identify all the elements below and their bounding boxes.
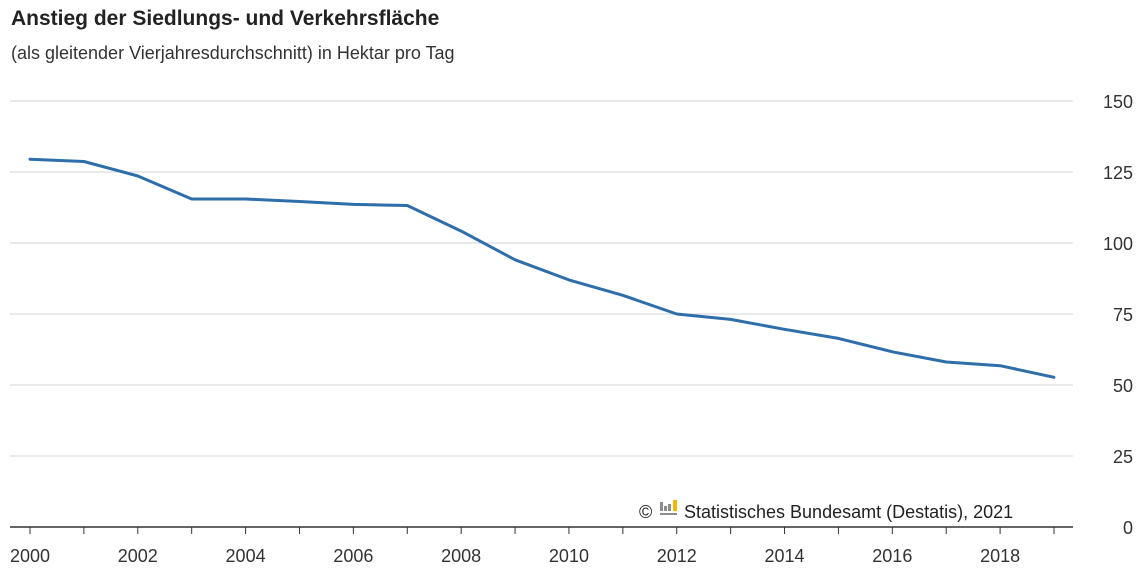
x-axis: 2000 2002 2004 2006 2008 2010 2012 2014 2016 2018	[10, 526, 1073, 566]
gridlines	[10, 100, 1073, 457]
y-axis-ticks: 0 25 50 75 100 125 150	[1103, 92, 1133, 538]
chart-subtitle: (als gleitender Vierjahresdurchschnitt) …	[11, 43, 455, 63]
y-tick-label: 0	[1123, 518, 1133, 538]
source-text: Statistisches Bundesamt (Destatis), 2021	[684, 502, 1013, 522]
y-tick-label: 150	[1103, 92, 1133, 112]
x-tick-label: 2018	[980, 546, 1020, 566]
x-tick-label: 2012	[657, 546, 697, 566]
y-tick-label: 25	[1113, 447, 1133, 467]
copyright-symbol: ©	[639, 502, 652, 522]
x-tick-label: 2002	[118, 546, 158, 566]
x-tick-label: 2000	[10, 546, 50, 566]
source-credit: © Statistisches Bundesamt (Destatis), 20…	[639, 500, 1013, 522]
x-tick-label: 2014	[765, 546, 805, 566]
series-line	[28, 157, 1056, 379]
y-tick-label: 100	[1103, 234, 1133, 254]
x-tick-label: 2006	[333, 546, 373, 566]
y-tick-label: 125	[1103, 163, 1133, 183]
x-tick-label: 2016	[872, 546, 912, 566]
x-tick-label: 2010	[549, 546, 589, 566]
series-group	[28, 157, 1056, 379]
x-tick-label: 2004	[226, 546, 266, 566]
y-tick-label: 50	[1113, 376, 1133, 396]
y-tick-label: 75	[1113, 305, 1133, 325]
x-tick-label: 2008	[441, 546, 481, 566]
destatis-logo-icon	[660, 500, 677, 515]
chart-title: Anstieg der Siedlungs- und Verkehrsfläch…	[11, 7, 440, 30]
